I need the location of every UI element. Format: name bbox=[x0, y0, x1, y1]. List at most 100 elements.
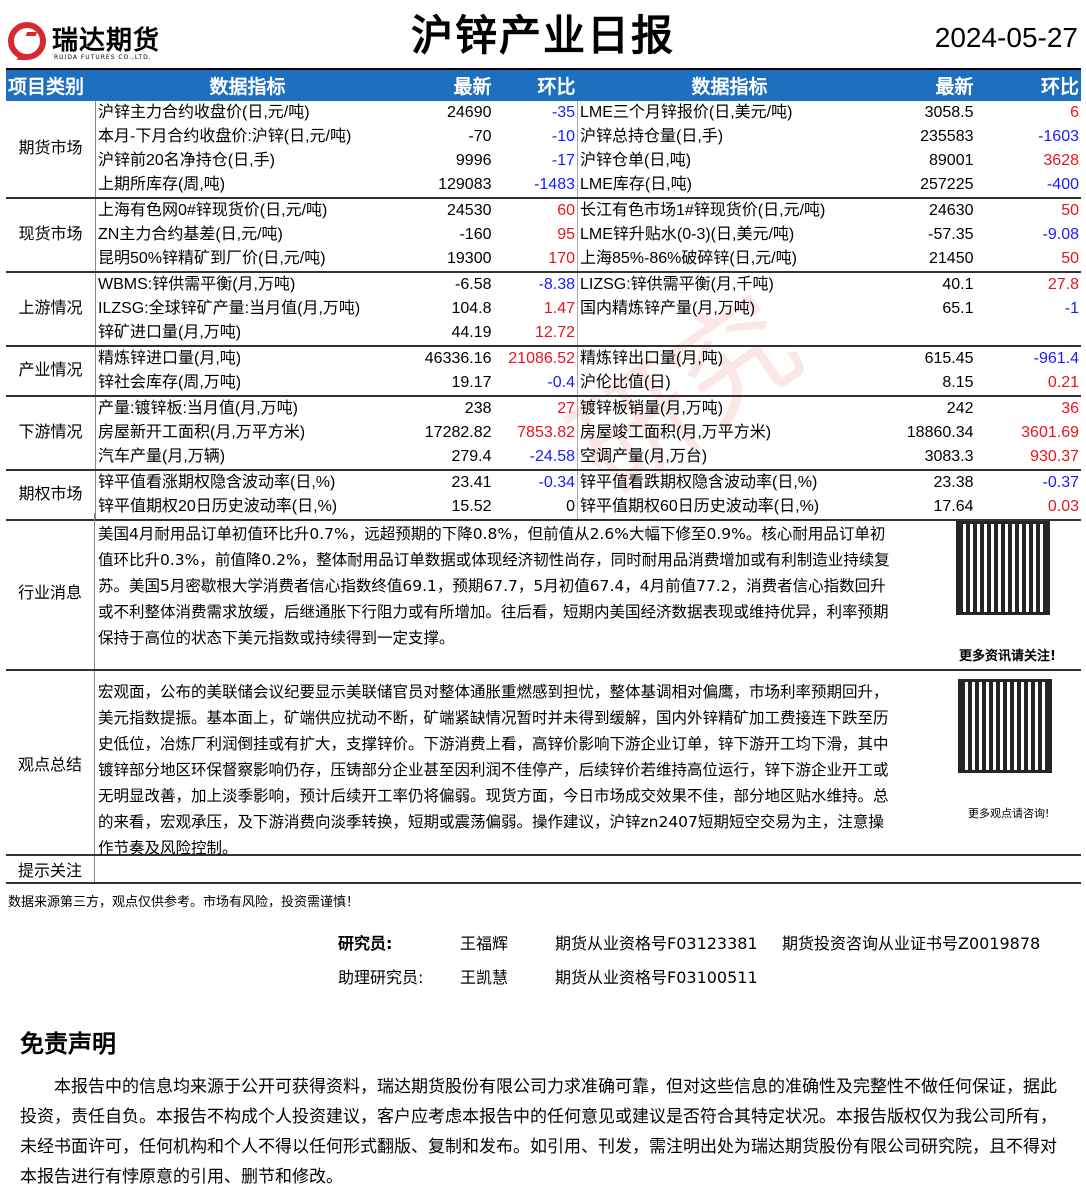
qr-code-icon bbox=[956, 521, 1050, 615]
logo-mark-icon bbox=[8, 22, 46, 60]
change-value: -35 bbox=[493, 101, 578, 125]
source-note: 数据来源第三方，观点仅供参考。市场有风险，投资需谨慎！ bbox=[8, 895, 360, 910]
change-value: -0.34 bbox=[493, 470, 578, 495]
report-title: 沪锌产业日报 bbox=[410, 11, 675, 60]
latest-value: 19.17 bbox=[399, 371, 494, 397]
indicator-name: 房屋新开工面积(月,万平方米) bbox=[98, 424, 306, 441]
change-value: 0.03 bbox=[975, 495, 1081, 521]
table-row: 上游情况 WBMS:锌供需平衡(月,万吨) -6.58 -8.38 LIZSG:锌供需平… bbox=[6, 272, 1081, 347]
latest-value: 242 bbox=[946, 400, 974, 417]
change-value: -1483 bbox=[493, 173, 578, 199]
change-value: -24.58 bbox=[493, 445, 578, 471]
change-value: 1.47 bbox=[493, 297, 578, 321]
indicator-name: 精炼锌进口量(月,吨) bbox=[98, 350, 242, 367]
staff-cert: 期货从业资格号F03123381 bbox=[555, 934, 758, 953]
latest-value: 17282.82 bbox=[424, 424, 492, 441]
latest-value: 3058.5 bbox=[924, 104, 974, 121]
indicator-name: LME锌升贴水(0-3)(日,美元/吨) bbox=[580, 226, 795, 243]
indicator-name: ZN主力合约基差(日,元/吨) bbox=[98, 226, 283, 243]
category-cell: 上游情况 bbox=[6, 272, 96, 347]
indicator-name: 锌社会库存(周,万吨) bbox=[95, 371, 400, 397]
tips-section: 提示关注 bbox=[6, 856, 1081, 884]
staff-cert-2: 期货投资咨询从业证书号Z0019878 bbox=[782, 934, 1041, 953]
indicator-name: 昆明50%锌精矿到厂价(日,元/吨) bbox=[95, 247, 400, 273]
change-value: -10 bbox=[493, 125, 578, 149]
staff-cert: 期货从业资格号F03100511 bbox=[555, 968, 758, 987]
indicator-name: 沪锌主力合约收盘价(日,元/吨) bbox=[98, 104, 310, 121]
disclaimer-title: 免责声明 bbox=[20, 1030, 116, 1058]
latest-value: 129083 bbox=[399, 173, 494, 199]
indicator-name: ILZSG:全球锌矿产量:当月值(月,万吨) bbox=[98, 300, 361, 317]
latest-value: 3083.3 bbox=[881, 445, 976, 471]
table-row: 产业情况 精炼锌进口量(月,吨) 46336.16 21086.52 精炼锌出口量(月,… bbox=[6, 346, 1081, 397]
indicator-name: 锌平值看跌期权隐含波动率(日,%) bbox=[580, 474, 818, 491]
change-value: 60 bbox=[493, 198, 578, 223]
change-value: 0.21 bbox=[975, 371, 1081, 397]
table-row: 汽车产量(月,万辆) 279.4 -24.58 空调产量(月,万台) 3083.3 930… bbox=[6, 445, 1081, 471]
view-text: 宏观面，公布的美联储会议纪要显示美联储官员对整体通胀重燃感到担忧，整体基调相对偏… bbox=[98, 683, 889, 857]
change-value: -9.08 bbox=[1042, 226, 1079, 243]
qr-caption: 更多资讯请关注! bbox=[959, 649, 1056, 664]
change-value: -8.38 bbox=[493, 272, 578, 297]
indicator-name: LME库存(日,吨) bbox=[577, 173, 882, 199]
news-label: 行业消息 bbox=[6, 513, 95, 669]
table-row: ILZSG:全球锌矿产量:当月值(月,万吨) 104.8 1.47 国内精炼锌产量(月… bbox=[6, 297, 1081, 321]
indicator-name: 沪锌总持仓量(日,手) bbox=[580, 128, 724, 145]
category-cell: 期货市场 bbox=[6, 101, 96, 199]
change-value: 170 bbox=[493, 247, 578, 273]
change-value: 21086.52 bbox=[493, 346, 578, 371]
indicator-name: 锌平值期权60日历史波动率(日,%) bbox=[577, 495, 882, 521]
change-value: 36 bbox=[1061, 400, 1079, 417]
latest-value: -6.58 bbox=[455, 276, 492, 293]
indicator-name: 沪伦比值(日) bbox=[577, 371, 882, 397]
indicator-name: 汽车产量(月,万辆) bbox=[95, 445, 400, 471]
latest-value: 17.64 bbox=[881, 495, 976, 521]
latest-value: 15.52 bbox=[399, 495, 494, 521]
indicator-name: 沪锌前20名净持仓(日,手) bbox=[98, 152, 275, 169]
news-text: 美国4月耐用品订单初值环比升0.7%，远超预期的下降0.8%，但前值从2.6%大… bbox=[98, 525, 890, 647]
table-row: 昆明50%锌精矿到厂价(日,元/吨) 19300 170 上海85%-86%破碎锌(日… bbox=[6, 247, 1081, 273]
latest-value: -70 bbox=[468, 128, 492, 145]
indicator-name: 上海85%-86%破碎锌(日,元/吨) bbox=[577, 247, 882, 273]
latest-value: 44.19 bbox=[399, 321, 494, 347]
change-value: 3628 bbox=[1043, 152, 1079, 169]
latest-value: 21450 bbox=[881, 247, 976, 273]
table-row: 本月-下月合约收盘价:沪锌(日,元/吨) -70 -10 沪锌总持仓量(日,手) 235… bbox=[6, 125, 1081, 149]
header-indicator: 数据指标 bbox=[95, 68, 400, 101]
indicator-name: WBMS:锌供需平衡(月,万吨) bbox=[98, 276, 296, 293]
staff-role: 助理研究员: bbox=[338, 968, 424, 987]
change-value: 27 bbox=[493, 396, 578, 421]
indicator-name: 空调产量(月,万台) bbox=[577, 445, 882, 471]
change-value: -961.4 bbox=[1033, 350, 1079, 367]
latest-value: 23.38 bbox=[933, 474, 974, 491]
table-row: 锌平值期权20日历史波动率(日,%) 15.52 0 锌平值期权60日历史波动率(日,… bbox=[6, 495, 1081, 521]
latest-value: 40.1 bbox=[942, 276, 974, 293]
header-latest: 最新 bbox=[399, 68, 494, 101]
indicator-name: 镀锌板销量(月,万吨) bbox=[580, 400, 724, 417]
header-change-2: 环比 bbox=[975, 68, 1081, 101]
header-category: 项目类别 bbox=[6, 68, 96, 101]
change-value: 0 bbox=[493, 495, 578, 521]
table-row: 锌矿进口量(月,万吨) 44.19 12.72 bbox=[6, 321, 1081, 347]
latest-value: 238 bbox=[464, 400, 492, 417]
change-value: 12.72 bbox=[493, 321, 578, 347]
latest-value: 615.45 bbox=[924, 350, 974, 367]
table-header: 项目类别 数据指标 最新 环比 数据指标 最新 环比 bbox=[6, 68, 1081, 101]
logo-subtext: RUIDA FUTURES CO.,LTD. bbox=[54, 54, 152, 61]
change-value: 3601.69 bbox=[1021, 424, 1079, 441]
latest-value: 24530 bbox=[447, 202, 492, 219]
data-table: 项目类别 数据指标 最新 环比 数据指标 最新 环比 期货市场 沪锌主力合约收盘价… bbox=[6, 68, 1081, 521]
table-row: 期货市场 沪锌主力合约收盘价(日,元/吨) 24690 -35 LME三个月锌报价(日,… bbox=[6, 101, 1081, 199]
latest-value: 23.41 bbox=[451, 474, 492, 491]
staff-role: 研究员: bbox=[338, 934, 393, 953]
change-value: 930.37 bbox=[975, 445, 1081, 471]
latest-value: 65.1 bbox=[942, 300, 974, 317]
latest-value: 19300 bbox=[399, 247, 494, 273]
header-indicator-2: 数据指标 bbox=[577, 68, 882, 101]
change-value: -1 bbox=[1064, 300, 1079, 317]
change-value: 95 bbox=[493, 223, 578, 247]
indicator-name: 锌矿进口量(月,万吨) bbox=[95, 321, 400, 347]
staff-name: 王凯慧 bbox=[460, 968, 509, 987]
change-value: 7853.82 bbox=[493, 421, 578, 445]
category-cell: 期权市场 bbox=[6, 470, 96, 521]
